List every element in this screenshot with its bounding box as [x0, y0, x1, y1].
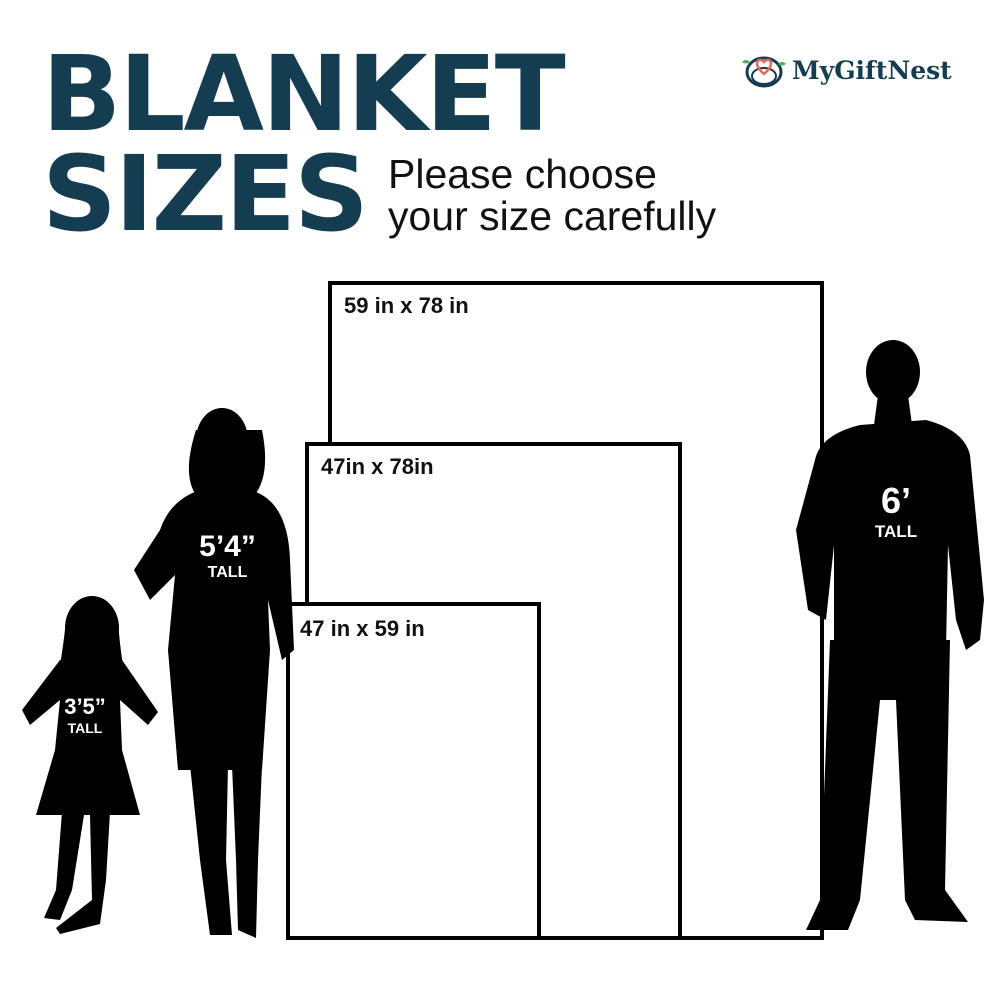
size-label-small: 47 in x 59 in	[300, 616, 425, 641]
girl-height-label: 3’5” TALL	[64, 694, 106, 736]
logo-text: MyGiftNest	[792, 55, 952, 85]
blanket-small: 47 in x 59 in	[286, 602, 541, 940]
woman-height-label: 5’4” TALL	[199, 530, 256, 581]
title-line-1: BLANKET	[42, 33, 566, 155]
man-silhouette	[796, 340, 984, 930]
woman-silhouette	[134, 408, 294, 938]
size-label-large: 59 in x 78 in	[344, 293, 469, 318]
subtitle-line-1: Please choose	[388, 151, 657, 197]
size-label-medium: 47in x 78in	[321, 454, 434, 479]
man-height-label: 6’ TALL	[874, 480, 918, 541]
heart-nest-icon	[742, 56, 786, 88]
title-line-2: SIZES	[42, 133, 369, 255]
logo: MyGiftNest	[738, 50, 952, 90]
subtitle-line-2: your size carefully	[388, 193, 717, 239]
girl-silhouette	[22, 596, 158, 934]
